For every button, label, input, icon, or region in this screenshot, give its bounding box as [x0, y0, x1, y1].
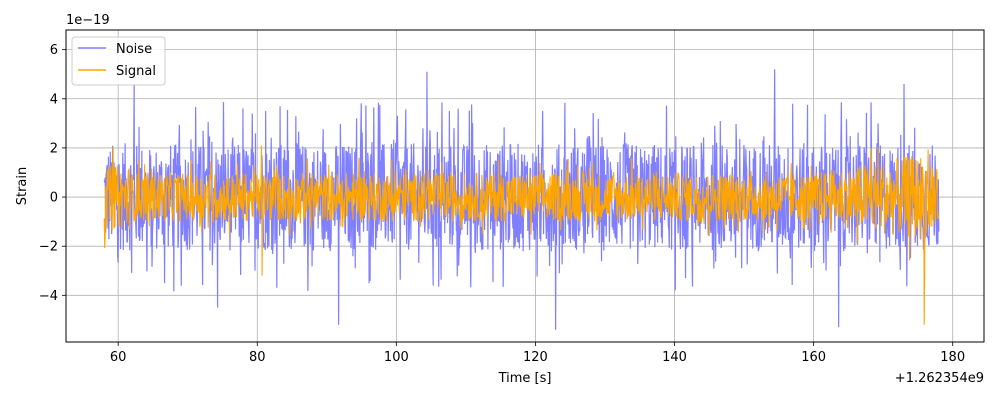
plot-frame — [65, 29, 985, 343]
signal-series — [103, 145, 940, 325]
legend-noise-label: Noise — [116, 42, 152, 57]
y-tick-label: 0 — [50, 191, 58, 206]
legend-box — [71, 36, 166, 86]
x-axis-ticks: 60 80 100 120 140 160 180 — [110, 342, 965, 365]
x-tick-label: 120 — [523, 350, 548, 365]
x-offset-label: +1.262354e9 — [895, 371, 984, 386]
y-tick-label: −4 — [39, 289, 58, 304]
y-tick-label: 2 — [50, 141, 58, 156]
y-tick-label: 4 — [50, 92, 58, 107]
x-tick-label: 60 — [110, 350, 127, 365]
x-tick-label: 80 — [249, 350, 266, 365]
x-tick-label: 140 — [662, 350, 687, 365]
y-axis-ticks: −4 −2 0 2 4 6 — [39, 43, 66, 304]
x-tick-label: 180 — [940, 350, 965, 365]
y-axis-label: Strain — [15, 167, 30, 206]
signal-line — [103, 145, 940, 325]
legend-signal-label: Signal — [116, 64, 156, 79]
y-scale-label: 1e−19 — [66, 13, 110, 28]
y-tick-label: −2 — [39, 240, 58, 255]
y-tick-label: 6 — [50, 43, 58, 58]
x-axis-label: Time [s] — [498, 371, 552, 386]
x-tick-label: 100 — [384, 350, 409, 365]
legend: Noise Signal — [71, 36, 166, 86]
x-tick-label: 160 — [801, 350, 826, 365]
